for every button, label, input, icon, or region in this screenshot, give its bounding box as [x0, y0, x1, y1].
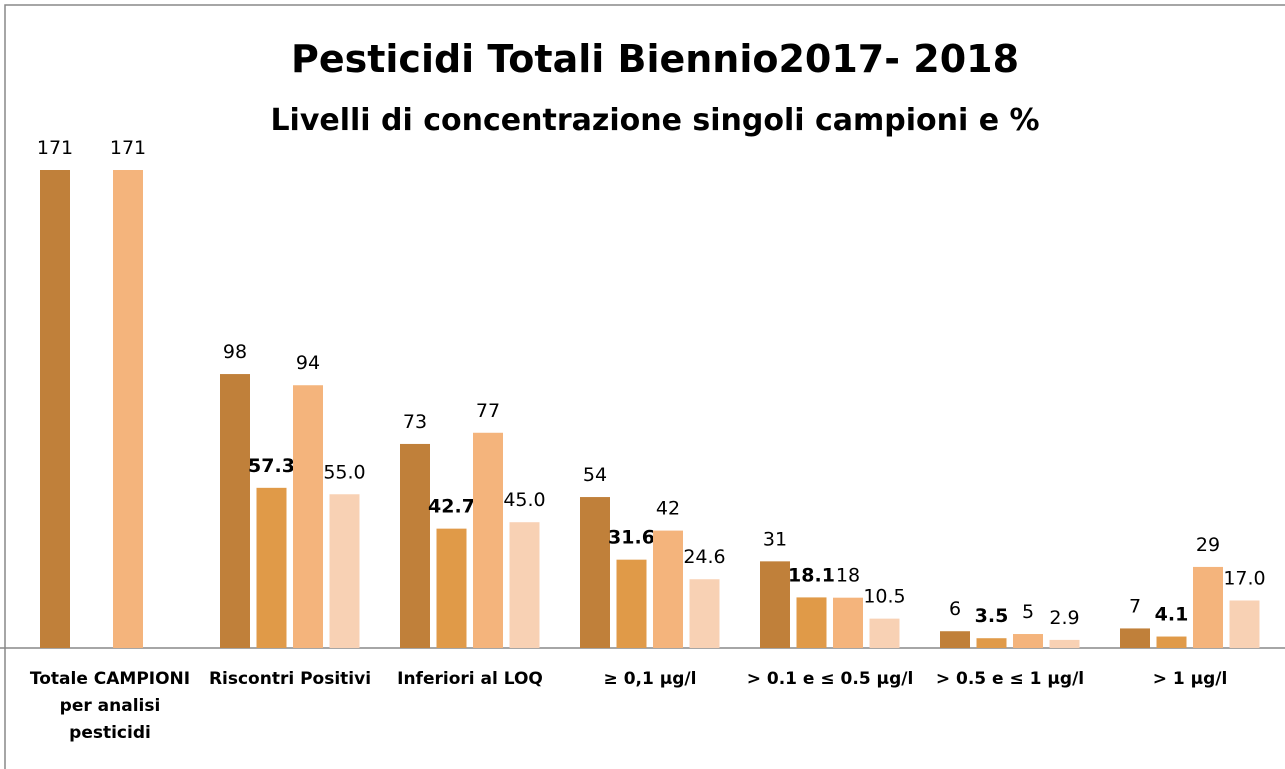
- bar: [473, 432, 503, 648]
- bar: [869, 618, 900, 648]
- bar: [220, 374, 250, 648]
- bar: [329, 494, 360, 648]
- data-label: 94: [296, 352, 320, 374]
- data-label: 4.1: [1155, 604, 1189, 626]
- bar: [1193, 566, 1223, 648]
- bar: [1156, 636, 1187, 648]
- x-tick-label: Totale CAMPIONI per analisi pesticidi: [29, 669, 191, 743]
- data-label: 18.1: [788, 564, 835, 586]
- data-label: 31.6: [608, 527, 655, 549]
- bar: [653, 530, 683, 648]
- bar: [616, 559, 647, 648]
- x-tick-label: ≥ 0,1 µg/l: [603, 669, 697, 689]
- data-label: 57.3: [248, 455, 295, 477]
- bar: [580, 497, 610, 648]
- x-tick-label: > 0.1 e ≤ 0.5 µg/l: [746, 669, 914, 689]
- bar: [1229, 600, 1260, 648]
- x-tick-label: Inferiori al LOQ: [397, 669, 543, 689]
- data-label: 171: [110, 137, 146, 159]
- data-label: 171: [37, 137, 73, 159]
- data-label: 17.0: [1223, 567, 1265, 589]
- data-label: 98: [223, 341, 247, 363]
- chart-subtitle: Livelli di concentrazione singoli campio…: [270, 103, 1039, 138]
- bar: [689, 579, 720, 648]
- x-tick-label: > 1 µg/l: [1152, 669, 1228, 689]
- bar: [113, 170, 143, 648]
- x-tick-label: > 0.5 e ≤ 1 µg/l: [935, 669, 1085, 689]
- bar: [436, 528, 467, 648]
- bar: [833, 597, 863, 648]
- data-label: 10.5: [863, 586, 905, 608]
- bar: [760, 561, 790, 648]
- bar: [256, 487, 287, 648]
- bar: [976, 638, 1007, 648]
- data-label: 77: [476, 400, 500, 422]
- bar: [1049, 639, 1080, 648]
- data-label: 29: [1196, 534, 1220, 556]
- bar: [400, 443, 430, 648]
- frame: [4, 4, 1285, 769]
- data-label: 3.5: [975, 605, 1009, 627]
- data-label: 73: [403, 411, 427, 433]
- data-label: 42.7: [428, 496, 475, 518]
- data-label: 42: [656, 498, 680, 520]
- bar: [293, 385, 323, 648]
- bar: [1120, 628, 1150, 648]
- x-tick-label: Riscontri Positivi: [208, 669, 372, 689]
- data-label: 2.9: [1049, 607, 1079, 629]
- bar: [509, 522, 540, 648]
- bar: [1013, 634, 1043, 648]
- data-label: 54: [583, 464, 607, 486]
- bar: [40, 170, 70, 648]
- data-label: 5: [1022, 601, 1034, 623]
- bar: [796, 597, 827, 648]
- data-label: 24.6: [683, 546, 725, 568]
- data-label: 55.0: [323, 461, 365, 483]
- data-label: 18: [836, 565, 860, 587]
- bar: [940, 631, 970, 648]
- chart-title: Pesticidi Totali Biennio2017- 2018: [291, 37, 1019, 81]
- data-label: 7: [1129, 595, 1141, 617]
- data-label: 31: [763, 528, 787, 550]
- data-label: 45.0: [503, 489, 545, 511]
- data-label: 6: [949, 598, 961, 620]
